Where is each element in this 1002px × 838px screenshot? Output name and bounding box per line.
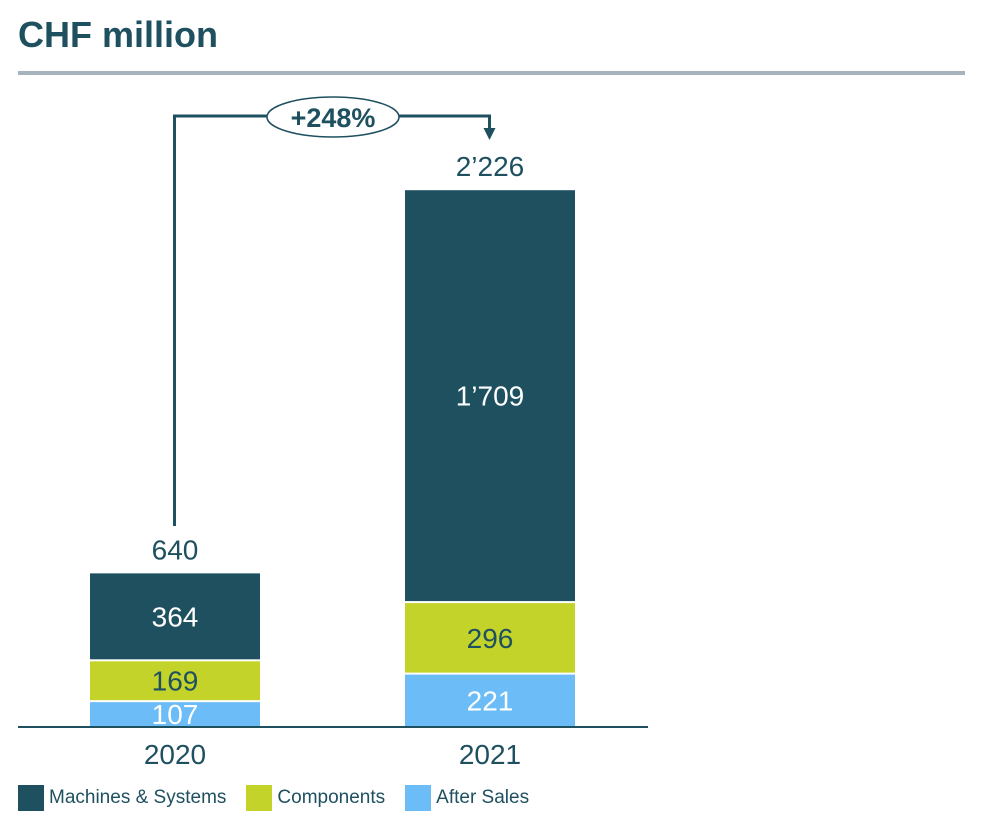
chart-title: CHF million — [18, 14, 218, 55]
legend-label: After Sales — [436, 787, 530, 808]
segment-value-label: 1’709 — [456, 381, 525, 412]
legend-swatch — [18, 785, 44, 811]
segment-value-label: 296 — [467, 623, 514, 654]
total-value-label: 640 — [152, 534, 199, 565]
bar-segment-machines-systems-2020 — [90, 573, 260, 660]
title-divider — [18, 71, 965, 75]
legend-item: After Sales — [405, 785, 529, 811]
segment-value-label: 169 — [152, 666, 199, 697]
legend-swatch — [246, 785, 273, 811]
bar-segment-after-sales-2020 — [90, 702, 260, 726]
x-tick-label: 2021 — [459, 739, 521, 770]
growth-badge — [266, 96, 400, 138]
segment-value-label: 221 — [467, 685, 514, 716]
growth-percentage-label: +248% — [291, 103, 376, 133]
x-tick-label: 2020 — [144, 739, 206, 770]
segment-value-label: 107 — [152, 699, 199, 730]
total-value-label: 2’226 — [456, 151, 525, 182]
bar-segment-after-sales-2021 — [405, 674, 575, 726]
legend: Machines & Systems Components After Sales — [18, 785, 549, 811]
bar-segment-machines-systems-2021 — [405, 190, 575, 602]
segment-value-label: 364 — [152, 601, 199, 632]
legend-label: Machines & Systems — [49, 787, 227, 808]
legend-swatch — [405, 785, 432, 811]
legend-label: Components — [277, 787, 386, 808]
bar-segment-components-2020 — [90, 661, 260, 701]
legend-item: Components — [246, 785, 385, 811]
legend-item: Machines & Systems — [18, 785, 226, 811]
bar-segment-components-2021 — [405, 603, 575, 673]
arrow-head-icon — [483, 128, 496, 140]
